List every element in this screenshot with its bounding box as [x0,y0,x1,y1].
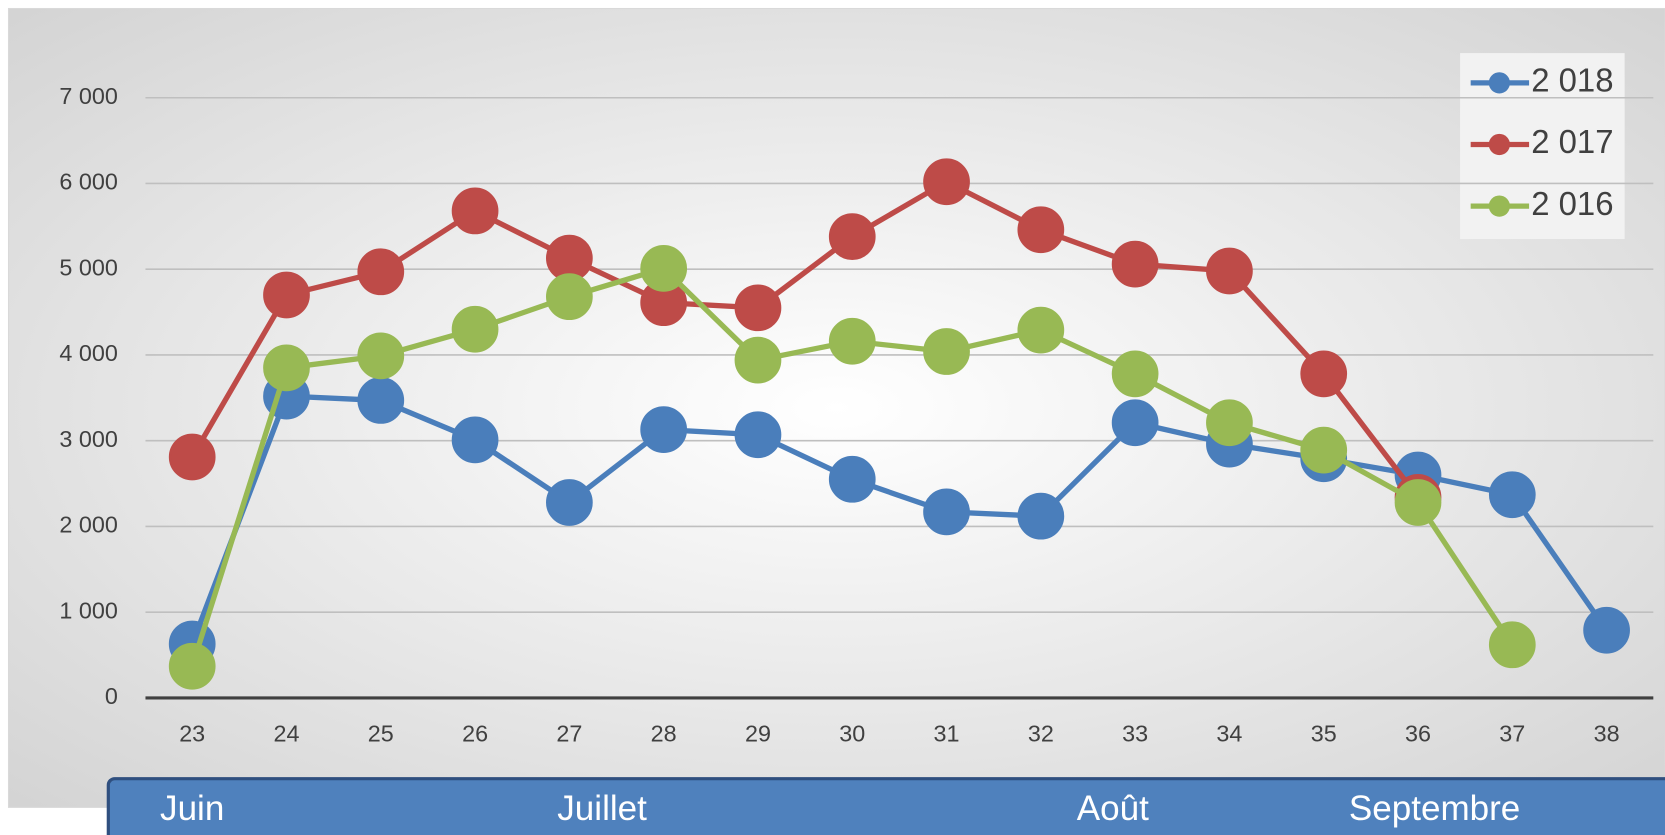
x-tick-label: 32 [1028,720,1054,746]
marker [1111,399,1159,447]
marker [1206,247,1253,295]
marker [357,248,405,296]
y-tick-label: 1 000 [59,597,117,623]
x-tick-label: 26 [462,720,488,746]
month-label: Juillet [557,789,647,828]
x-tick-label: 31 [934,720,960,746]
marker [1583,606,1630,654]
marker [451,416,499,464]
marker [923,158,970,206]
marker [546,479,593,526]
marker [168,433,216,481]
marker [1488,621,1536,669]
marker [451,305,499,353]
legend-label: 2 018 [1531,62,1613,99]
marker [357,332,405,380]
x-tick-label: 29 [745,720,771,746]
marker [923,488,970,536]
x-tick-label: 38 [1594,720,1620,746]
x-tick-label: 34 [1216,720,1242,746]
x-tick-label: 27 [556,720,582,746]
marker [357,377,405,424]
marker [1111,240,1159,288]
legend-marker [1488,72,1510,94]
marker [828,213,876,261]
marker [734,411,782,459]
x-tick-label: 35 [1311,720,1337,746]
marker [1017,206,1065,254]
legend-label: 2 017 [1531,123,1613,160]
legend-marker [1488,133,1510,156]
marker [923,328,970,375]
month-label: Septembre [1349,789,1520,828]
marker [828,455,876,503]
x-tick-label: 37 [1499,720,1525,746]
x-tick-label: 24 [274,720,300,746]
y-tick-label: 7 000 [59,83,117,109]
marker [1488,471,1536,519]
marker [263,344,310,392]
marker [1017,492,1065,540]
marker [640,406,688,453]
marker [1111,350,1159,398]
marker [1394,479,1442,526]
x-tick-label: 25 [368,720,394,746]
chart-background [7,7,1665,808]
month-label: Juin [160,789,224,828]
marker [1017,306,1065,354]
y-tick-label: 3 000 [59,426,117,452]
y-tick-label: 6 000 [59,169,117,195]
marker [734,336,782,384]
series-line [189,393,1609,645]
y-tick-label: 2 000 [59,512,117,538]
marker [168,642,216,690]
y-tick-label: 5 000 [59,254,117,280]
marker [546,273,593,321]
legend-label: 2 016 [1531,185,1613,222]
marker [640,244,688,292]
marker [263,271,310,319]
y-tick-label: 4 000 [59,340,117,366]
month-band [106,777,1665,835]
x-tick-label: 33 [1122,720,1148,746]
x-tick-label: 28 [651,720,677,746]
legend-marker [1488,195,1510,217]
marker [451,187,499,235]
marker [734,284,782,332]
x-tick-label: 23 [179,720,205,746]
x-tick-label: 36 [1405,720,1431,746]
marker [1300,426,1348,474]
marker [1300,350,1348,398]
month-label: Août [1077,789,1149,828]
x-tick-label: 30 [839,720,865,746]
marker [828,317,876,365]
marker [1206,399,1253,447]
y-tick-label: 0 [105,683,118,709]
